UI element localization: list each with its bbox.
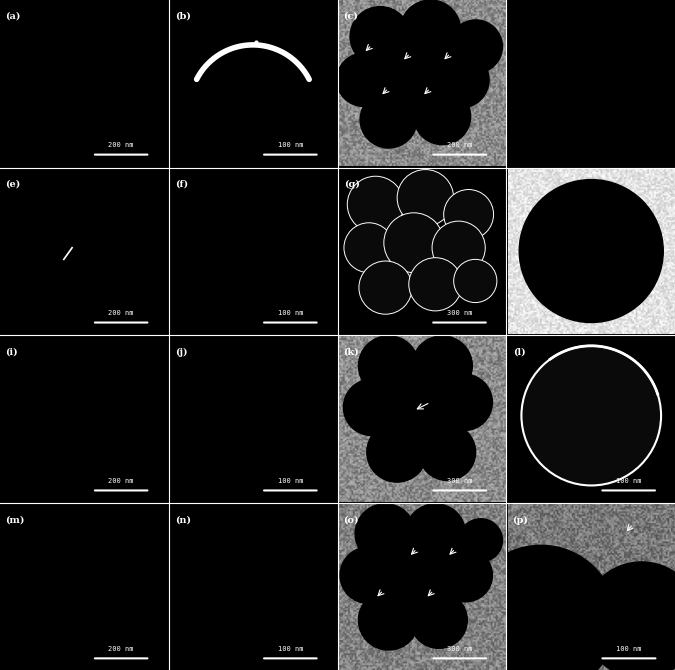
Text: (g): (g) [344,180,360,189]
Circle shape [439,549,493,602]
Circle shape [337,53,390,107]
Circle shape [449,20,502,73]
Text: 200 nm: 200 nm [109,478,134,484]
Text: 300 nm: 300 nm [447,478,472,484]
Circle shape [360,91,417,148]
Circle shape [367,422,427,482]
Circle shape [355,504,415,563]
Text: 100 nm: 100 nm [616,646,642,652]
Text: 200 nm: 200 nm [109,646,134,652]
Text: (l): (l) [513,348,526,356]
Text: 300 nm: 300 nm [447,310,472,316]
Circle shape [359,261,412,314]
Circle shape [385,542,452,608]
Text: (f): (f) [175,180,188,188]
Text: (i): (i) [5,348,18,356]
Text: (e): (e) [5,180,21,188]
Text: 300 nm: 300 nm [447,646,472,652]
Circle shape [583,562,675,670]
Text: 200 nm: 200 nm [447,142,472,148]
Circle shape [344,379,400,436]
Circle shape [432,221,485,274]
Circle shape [350,7,410,66]
Text: 200 nm: 200 nm [109,142,134,148]
Circle shape [409,258,462,311]
Circle shape [432,52,489,108]
Text: 100 nm: 100 nm [277,310,303,316]
Text: (n): (n) [175,515,191,525]
Circle shape [443,190,493,239]
Circle shape [454,259,497,303]
Circle shape [521,346,661,486]
Circle shape [397,170,454,226]
Text: 100 nm: 100 nm [277,478,303,484]
Circle shape [358,336,418,396]
Text: (o): (o) [344,515,359,525]
Circle shape [344,223,394,273]
Circle shape [466,545,616,670]
Circle shape [521,0,661,139]
Circle shape [459,519,502,562]
Circle shape [340,547,397,604]
Text: (p): (p) [512,515,529,525]
Text: (m): (m) [5,515,25,525]
Circle shape [405,504,466,563]
Text: 100 nm: 100 nm [277,142,303,148]
Text: (b): (b) [175,11,190,21]
Circle shape [347,176,404,232]
Circle shape [358,590,418,650]
Text: (j): (j) [175,348,187,356]
Circle shape [418,424,476,480]
Circle shape [384,213,443,273]
Circle shape [400,0,460,60]
Text: (a): (a) [5,11,21,21]
Circle shape [382,44,446,107]
Circle shape [412,336,472,396]
Circle shape [519,180,664,322]
Text: 200 nm: 200 nm [109,310,134,316]
Circle shape [410,592,467,649]
Text: (k): (k) [344,348,359,356]
Text: (c): (c) [344,11,358,21]
Circle shape [435,374,493,431]
Text: 100 nm: 100 nm [616,478,641,484]
Text: 100 nm: 100 nm [277,646,303,652]
Circle shape [414,88,470,145]
Circle shape [389,374,456,441]
